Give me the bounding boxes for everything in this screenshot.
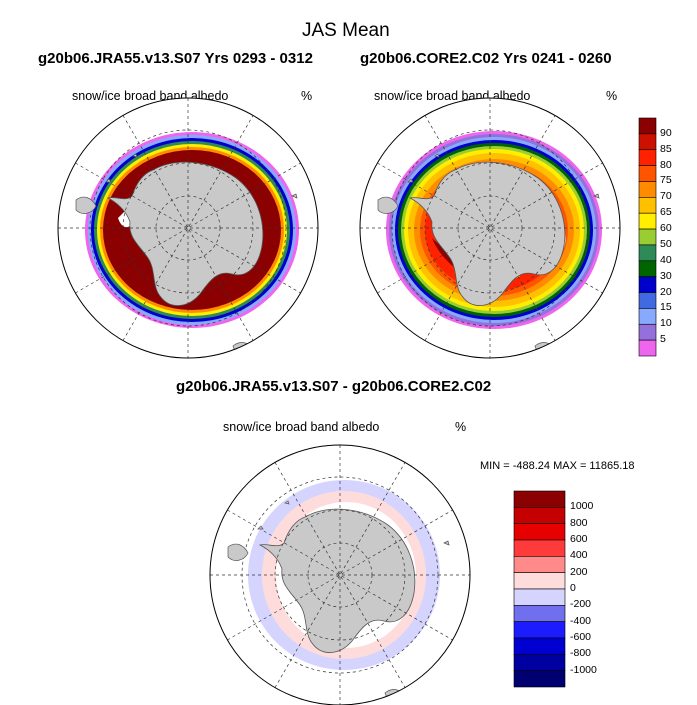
diff-colorbar-tick-label: 800 <box>570 516 588 529</box>
diff-colorbar-swatch <box>513 572 566 590</box>
main-colorbar-tick-label: 15 <box>660 301 672 314</box>
main-colorbar-swatch <box>638 276 657 293</box>
diff-colorbar-tick-label: 600 <box>570 533 588 545</box>
diff-colorbar-swatch <box>513 605 566 622</box>
main-colorbar-swatch <box>638 339 657 357</box>
main-colorbar-swatch <box>638 212 657 230</box>
diff-colorbar-swatch <box>513 588 566 606</box>
main-colorbar-tick-label: 85 <box>660 142 672 155</box>
main-colorbar-swatch <box>638 260 657 277</box>
diff-units-label: % <box>455 420 467 434</box>
diff-colorbar <box>513 490 566 688</box>
main-colorbar-tick-label: 5 <box>660 333 666 346</box>
diff-colorbar-swatch <box>513 539 566 557</box>
main-colorbar-tick-label: 80 <box>660 158 672 171</box>
diff-colorbar-tick-label: -1000 <box>570 663 597 676</box>
main-colorbar <box>638 117 657 357</box>
diff-colorbar-tick-label: -200 <box>570 598 592 611</box>
left-polar-map <box>57 97 319 359</box>
right-case-title: g20b06.CORE2.C02 Yrs 0241 - 0260 <box>360 50 612 67</box>
diff-colorbar-swatch <box>513 507 566 524</box>
diff-colorbar-swatch <box>513 654 566 671</box>
figure-title: JAS Mean <box>302 20 390 41</box>
main-colorbar-tick-label: 60 <box>660 222 672 235</box>
diff-title: g20b06.JRA55.v13.S07 - g20b06.CORE2.C02 <box>176 378 492 395</box>
diff-colorbar-swatch <box>513 490 566 508</box>
diff-colorbar-swatch <box>513 637 566 655</box>
main-colorbar-tick-label: 75 <box>660 174 672 187</box>
main-colorbar-swatch <box>638 149 657 166</box>
diff-colorbar-tick-label: -400 <box>570 614 592 627</box>
diff-colorbar-swatch <box>513 670 566 688</box>
main-colorbar-swatch <box>638 165 657 182</box>
main-colorbar-swatch <box>638 292 657 309</box>
diff-colorbar-tick-label: -600 <box>570 631 592 643</box>
diff-polar-map <box>209 444 471 705</box>
main-colorbar-tick-label: 50 <box>660 237 672 250</box>
main-colorbar-swatch <box>638 197 657 214</box>
main-colorbar-tick-label: 70 <box>660 190 672 203</box>
diff-colorbar-tick-label: 1000 <box>570 500 594 513</box>
diff-colorbar-tick-label: -800 <box>570 647 592 660</box>
left-case-title: g20b06.JRA55.v13.S07 Yrs 0293 - 0312 <box>38 50 313 67</box>
main-colorbar-tick-label: 40 <box>660 253 672 266</box>
diff-colorbar-swatch <box>513 523 566 541</box>
diff-min-max: MIN = -488.24 MAX = 11865.18 <box>480 460 635 472</box>
main-colorbar-tick-label: 10 <box>660 317 672 330</box>
right-polar-map <box>359 97 621 359</box>
diff-colorbar-tick-label: 200 <box>570 565 588 578</box>
diff-colorbar-tick-label: 0 <box>570 582 576 594</box>
diff-colorbar-swatch <box>513 621 566 639</box>
main-colorbar-swatch <box>638 228 657 246</box>
main-colorbar-tick-label: 20 <box>660 285 672 298</box>
main-colorbar-tick-label: 90 <box>660 126 672 139</box>
diff-colorbar-swatch <box>513 556 566 573</box>
left-units-label: % <box>301 89 313 103</box>
main-colorbar-swatch <box>638 133 657 151</box>
main-colorbar-swatch <box>638 181 657 198</box>
main-colorbar-tick-label: 30 <box>660 269 672 282</box>
diff-variable-label: snow/ice broad band albedo <box>223 420 380 434</box>
main-colorbar-swatch <box>638 308 657 325</box>
main-colorbar-tick-label: 65 <box>660 206 672 219</box>
right-units-label: % <box>606 89 618 103</box>
main-colorbar-swatch <box>638 244 657 262</box>
main-colorbar-swatch <box>638 323 657 341</box>
diff-colorbar-tick-label: 400 <box>570 549 588 562</box>
main-colorbar-swatch <box>638 117 657 135</box>
